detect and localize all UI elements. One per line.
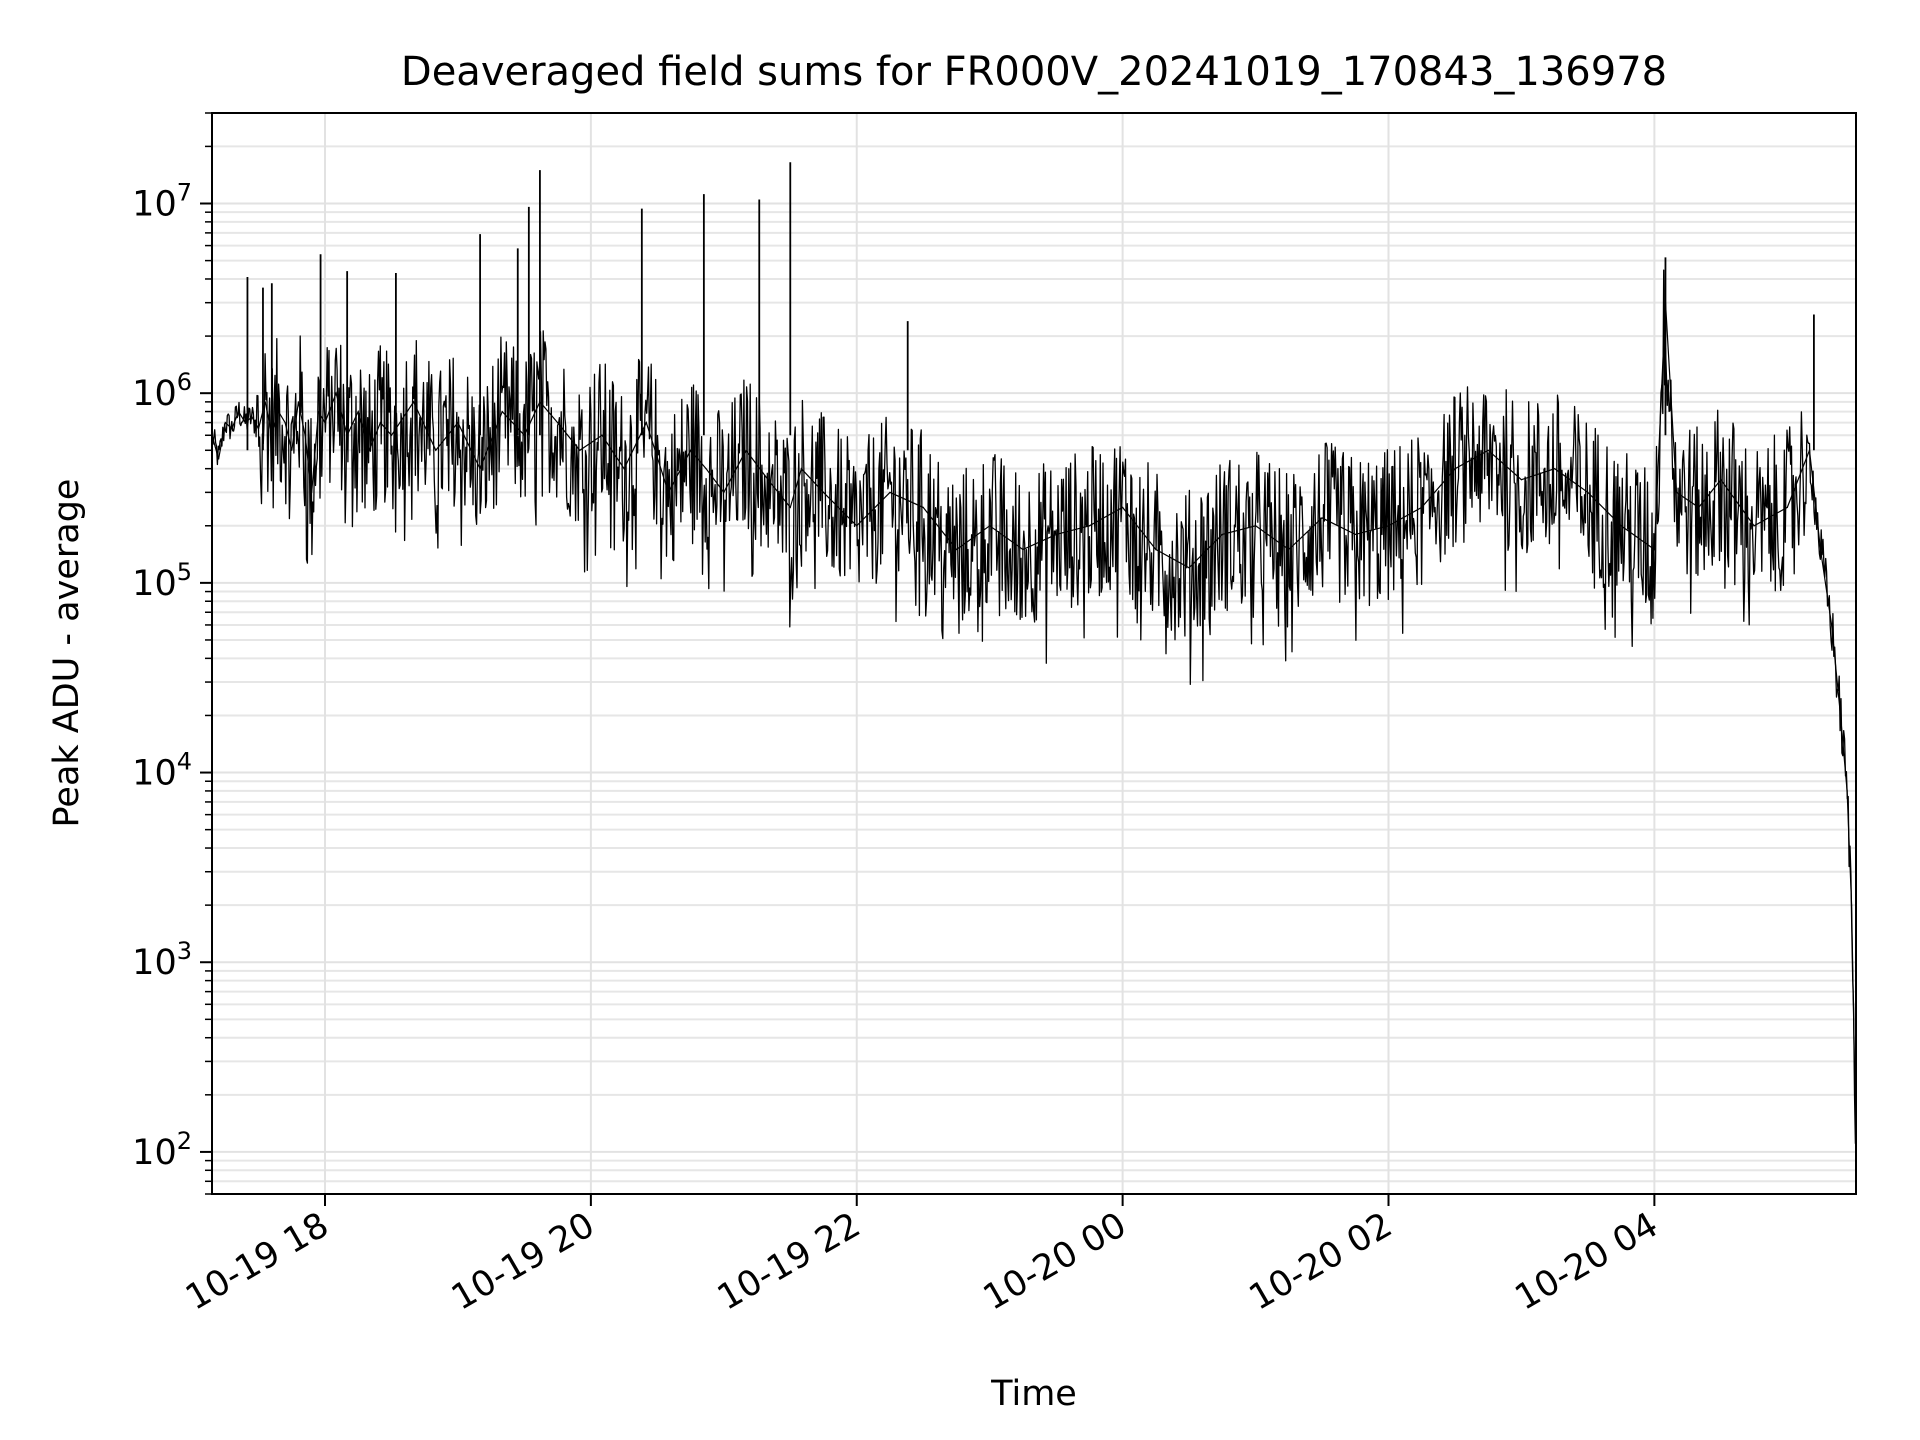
data-point: [955, 548, 958, 551]
data-point: [1653, 548, 1655, 551]
data-point: [291, 449, 293, 451]
data-point: [311, 491, 313, 493]
data-point: [1554, 468, 1556, 470]
plot-frame: [211, 112, 1857, 1195]
data-point: [557, 421, 559, 424]
data-point: [457, 421, 459, 424]
data-point: [523, 434, 526, 436]
y-axis-label: Peak ADU - average: [47, 479, 87, 828]
data-point: [1022, 548, 1024, 551]
x-axis-label: Time: [990, 1374, 1077, 1414]
data-point: [501, 410, 503, 413]
data-point: [1254, 525, 1257, 527]
data-point: [479, 468, 481, 470]
data-point: [264, 401, 266, 403]
data-layer: [211, 162, 1857, 1153]
data-point: [1587, 491, 1589, 493]
chart-title: Deaveraged field sums for FR000V_2024101…: [401, 49, 1667, 95]
data-point: [1188, 567, 1190, 569]
data-point: [705, 468, 707, 470]
data-point: [922, 506, 924, 508]
data-point: [1720, 479, 1722, 481]
y-tick-label: 107: [132, 179, 192, 225]
data-point: [237, 410, 240, 413]
data-point: [1155, 548, 1157, 551]
data-point: [1221, 533, 1223, 536]
data-point: [789, 506, 791, 508]
data-point: [579, 449, 581, 451]
data-point: [645, 421, 647, 424]
data-point: [1620, 525, 1622, 527]
data-point: [1753, 525, 1755, 527]
data-point: [889, 491, 891, 493]
data-point: [413, 401, 415, 403]
data-point: [1288, 548, 1290, 551]
series-line-trace: [211, 269, 1857, 1144]
data-point: [357, 410, 359, 413]
y-tick-label: 102: [132, 1127, 192, 1173]
data-point: [1808, 449, 1811, 451]
y-tick-label: 104: [132, 748, 192, 794]
data-point: [800, 468, 802, 470]
data-point: [1354, 533, 1356, 536]
data-point: [277, 410, 280, 413]
y-tick-label: 106: [132, 368, 192, 414]
data-point: [297, 401, 300, 403]
data-point: [244, 421, 246, 424]
data-point: [1839, 714, 1842, 717]
data-point: [1846, 790, 1848, 792]
data-point: [1122, 506, 1124, 508]
data-point: [379, 421, 381, 424]
data-point: [1831, 624, 1833, 626]
data-point: [822, 491, 825, 493]
data-point: [1850, 904, 1853, 906]
data-point: [304, 434, 306, 436]
data-point: [1520, 479, 1523, 481]
data-point: [435, 449, 437, 451]
data-point: [623, 468, 625, 470]
data-point: [667, 491, 670, 493]
data-point: [368, 449, 370, 451]
y-tick-label: 103: [132, 937, 192, 983]
data-point: [324, 421, 326, 424]
data-point: [767, 479, 769, 481]
data-point: [601, 434, 603, 436]
data-point: [989, 525, 991, 527]
data-point: [689, 449, 692, 451]
data-point: [1387, 525, 1390, 527]
grid-layer: [212, 112, 1856, 1195]
data-point: [723, 491, 725, 493]
data-point: [1786, 506, 1788, 508]
data-point: [1487, 449, 1489, 451]
data-point: [856, 525, 858, 527]
data-point: [390, 434, 393, 436]
data-point: [317, 410, 319, 413]
data-point: [1088, 525, 1090, 527]
data-point: [1055, 533, 1057, 536]
y-tick-label: 105: [132, 558, 192, 604]
data-point: [218, 458, 220, 460]
data-point: [1421, 506, 1423, 508]
data-point: [1698, 506, 1700, 508]
data-point: [284, 421, 286, 424]
data-point: [745, 449, 747, 451]
data-point: [1819, 548, 1822, 551]
data-point: [231, 428, 233, 430]
data-point: [1321, 517, 1323, 519]
data-point: [251, 416, 253, 418]
data-point: [224, 421, 226, 424]
data-point: [1454, 468, 1456, 470]
data-point: [257, 428, 260, 430]
data-point: [1675, 491, 1678, 493]
data-point: [335, 392, 337, 394]
